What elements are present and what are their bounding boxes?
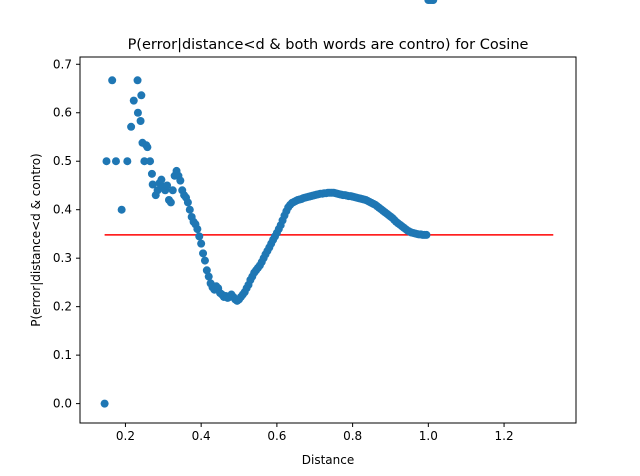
data-point [117, 205, 126, 214]
x-axis: 0.2 0.4 0.6 0.8 1.0 1.2 [116, 423, 514, 443]
data-point [183, 198, 192, 207]
data-point [199, 249, 208, 258]
chart-title: P(error|distance<d & both words are cont… [128, 37, 529, 53]
x-tick-label: 1.2 [495, 429, 514, 443]
data-point [200, 256, 209, 265]
x-tick-label: 0.6 [267, 429, 286, 443]
data-point [136, 116, 145, 125]
y-tick-label: 0.4 [53, 203, 72, 217]
data-point [108, 76, 117, 85]
data-point [176, 176, 185, 185]
data-point [129, 96, 138, 105]
data-point [127, 122, 136, 131]
y-tick-label: 0.6 [53, 106, 72, 120]
plot-area [100, 0, 554, 408]
y-tick-label: 0.5 [53, 154, 72, 168]
x-tick-label: 0.8 [343, 429, 362, 443]
data-point [429, 0, 438, 4]
data-point [163, 181, 172, 190]
data-point [157, 175, 166, 184]
y-tick-label: 0.1 [53, 348, 72, 362]
x-axis-label: Distance [302, 453, 354, 467]
data-point [123, 157, 132, 166]
data-point [111, 157, 120, 166]
data-point [195, 232, 204, 241]
data-point [143, 143, 152, 152]
data-point [168, 186, 177, 195]
data-point [133, 108, 142, 117]
data-point [202, 266, 211, 275]
axes-frame [79, 56, 577, 424]
data-point [185, 205, 194, 214]
y-tick-label: 0.2 [53, 300, 72, 314]
y-axis: 0.0 0.1 0.2 0.3 0.4 0.5 0.6 0.7 [53, 57, 80, 411]
y-tick-label: 0.0 [53, 397, 72, 411]
data-point [166, 198, 175, 207]
data-point [422, 230, 431, 239]
data-point [146, 157, 155, 166]
data-point [197, 239, 206, 248]
data-point [147, 169, 156, 178]
x-tick-label: 0.2 [116, 429, 135, 443]
data-point [204, 272, 213, 281]
x-tick-label: 0.4 [192, 429, 211, 443]
x-tick-label: 1.0 [419, 429, 438, 443]
y-tick-label: 0.3 [53, 251, 72, 265]
y-tick-label: 0.7 [53, 57, 72, 71]
data-point [140, 157, 149, 166]
data-point [193, 225, 202, 234]
y-axis-label: P(error|distance<d & contro) [29, 153, 43, 326]
data-point [137, 91, 146, 100]
data-point [148, 180, 157, 189]
data-point [100, 399, 109, 408]
data-point [133, 76, 142, 85]
data-point [102, 157, 111, 166]
